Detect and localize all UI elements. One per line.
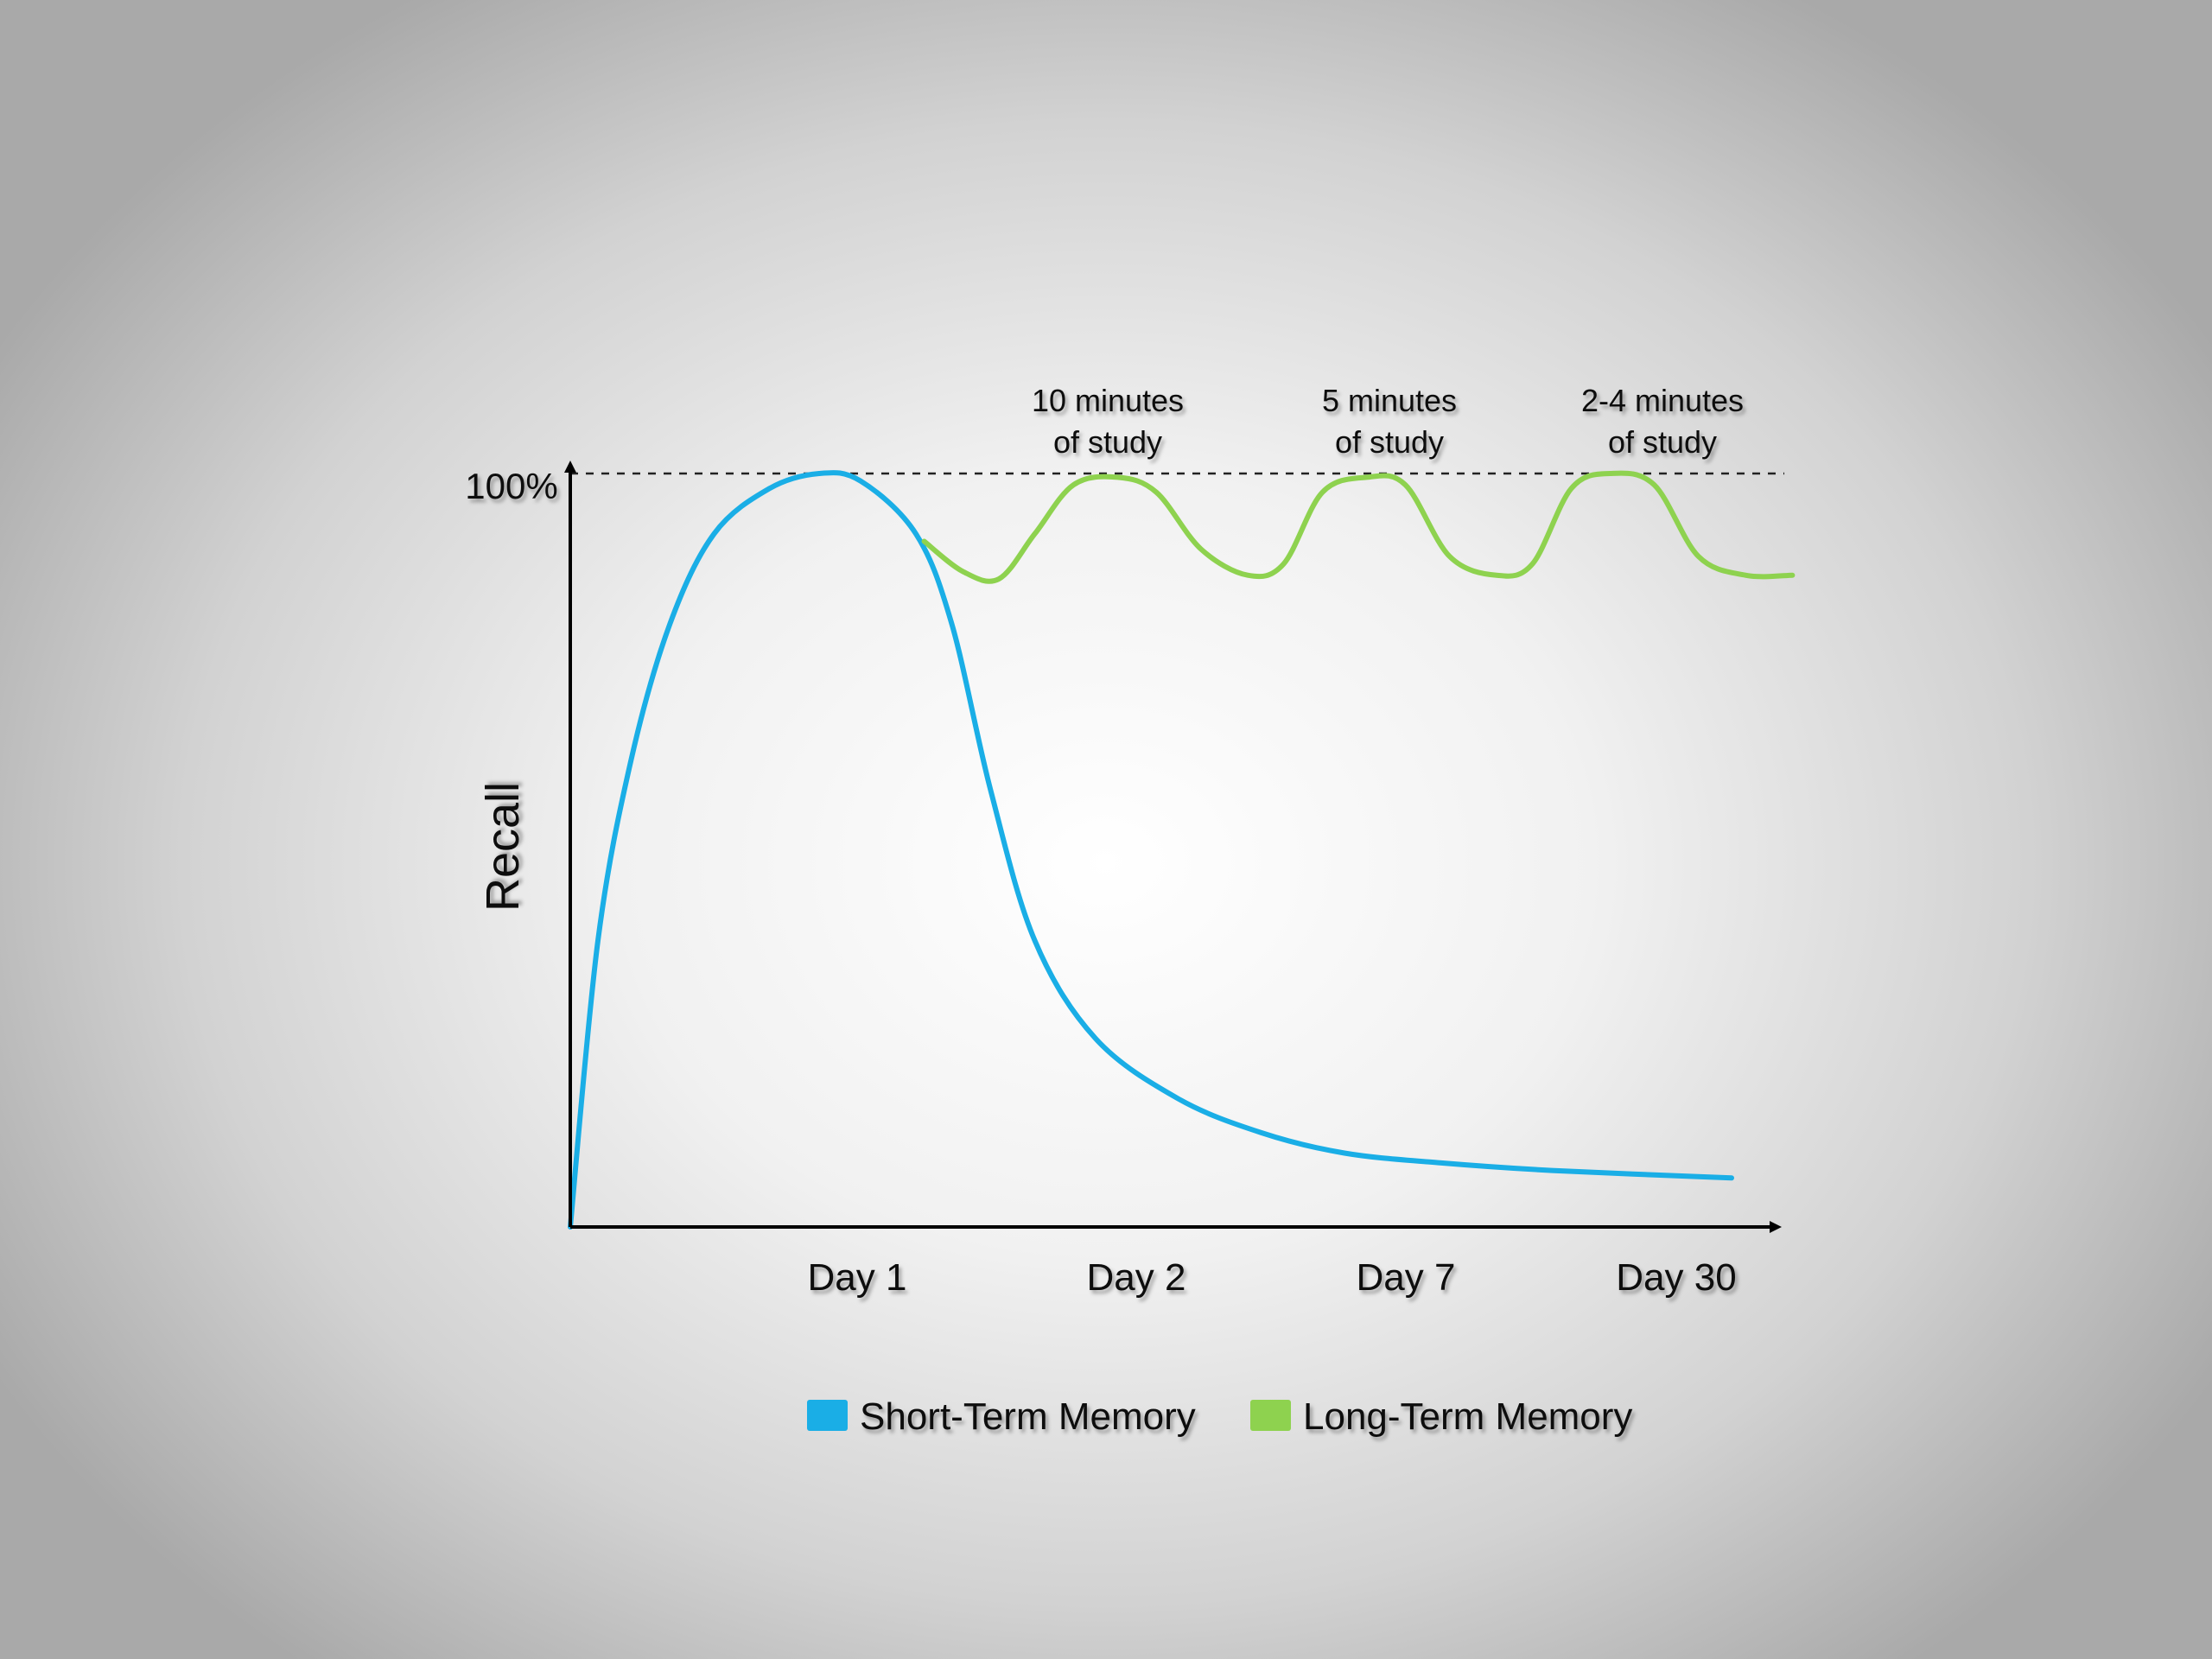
annotation-3-line-1: 2-4 minutes [1581, 383, 1744, 418]
y-tick-label-100: 100% [465, 466, 557, 506]
annotation-1-line-1: 10 minutes [1032, 383, 1184, 418]
x-tick-label-day-2: Day 2 [1087, 1256, 1186, 1299]
study-annotations: 10 minutes of study 5 minutes of study 2-4 m… [1032, 383, 1744, 460]
x-tick-label-day-7: Day 7 [1357, 1256, 1456, 1299]
legend-label-short-term: Short-Term Memory [860, 1395, 1196, 1438]
x-tick-labels: Day 1 Day 2 Day 7 Day 30 [808, 1256, 1737, 1299]
series-line-short-term-memory [568, 470, 1734, 1230]
x-tick-label-day-1: Day 1 [808, 1256, 907, 1299]
annotation-1-line-2: of study [1053, 424, 1162, 460]
legend: Short-Term Memory Long-Term Memory [807, 1395, 1632, 1438]
annotation-2-line-2: of study [1335, 424, 1444, 460]
annotation-2-line-1: 5 minutes [1322, 383, 1457, 418]
legend-label-long-term: Long-Term Memory [1303, 1395, 1632, 1438]
annotation-3-line-2: of study [1608, 424, 1717, 460]
x-tick-label-day-30: Day 30 [1616, 1256, 1736, 1299]
series-layer [568, 470, 1796, 1230]
y-axis-label: Recall [477, 782, 529, 912]
legend-swatch-short-term [807, 1400, 848, 1431]
series-line-long-term-memory [921, 470, 1796, 584]
legend-swatch-long-term [1250, 1400, 1291, 1431]
